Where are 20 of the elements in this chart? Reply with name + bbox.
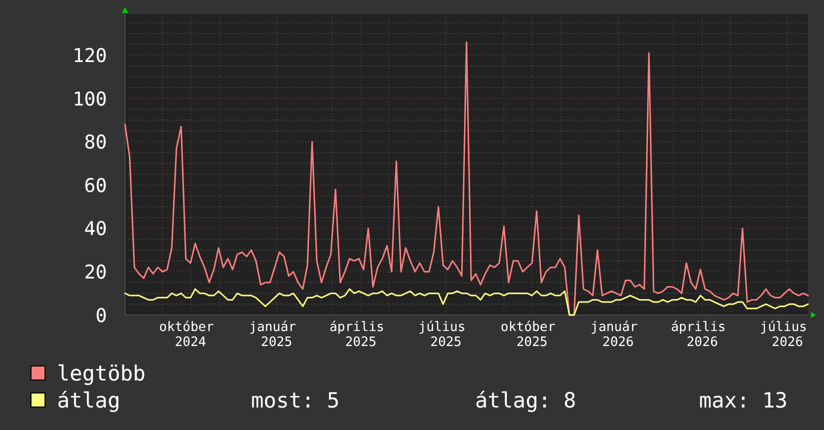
y-tick-label: 120 [72, 44, 107, 67]
legend-label: átlag [57, 388, 120, 413]
text: átlag: 8 [475, 388, 576, 413]
x-tick-label: október 2025 [500, 320, 564, 350]
x-tick-label: január 2025 [249, 320, 304, 350]
y-tick-label: 0 [96, 304, 107, 327]
x-tick-label: január 2026 [590, 320, 646, 350]
text: max: 13 [699, 388, 788, 413]
y-tick-label: 40 [84, 218, 107, 240]
x-tick-label: április 2025 [329, 320, 392, 350]
y-tick-label: 60 [84, 174, 107, 197]
x-tick-label: október 2024 [159, 320, 222, 350]
x-tick-label: április 2026 [670, 320, 734, 350]
x-tick-label: július 2025 [418, 320, 474, 350]
y-tick-label: 20 [84, 262, 107, 284]
legend-label: legtöbb [57, 362, 146, 386]
y-tick-label: 100 [72, 88, 107, 110]
text: most: 5 [251, 388, 340, 413]
y-tick-label: 80 [84, 132, 107, 154]
x-tick-label: július 2026 [760, 320, 815, 350]
